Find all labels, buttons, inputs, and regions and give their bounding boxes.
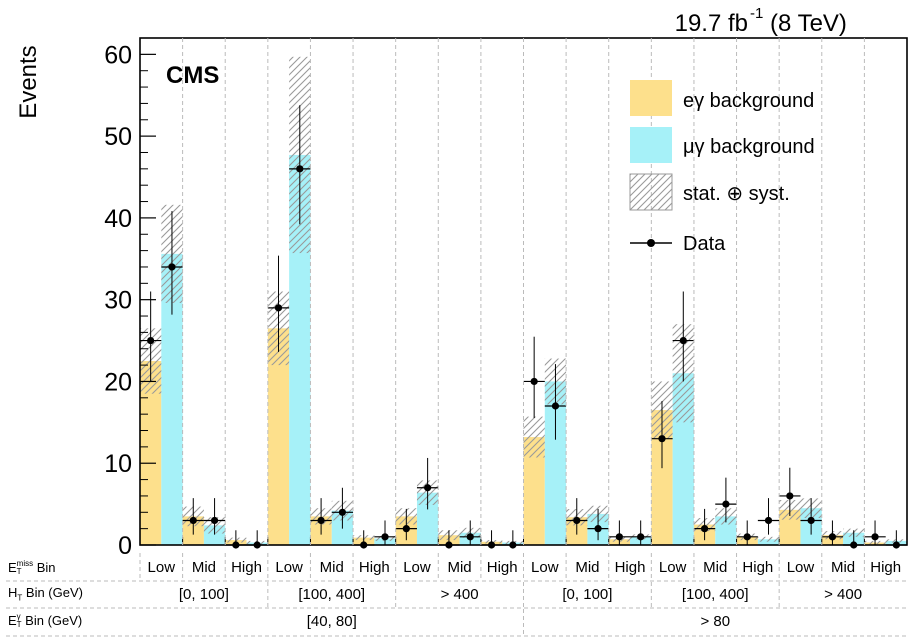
lumi-exponent: -1 bbox=[750, 5, 763, 22]
ht-bin-label: > 400 bbox=[441, 586, 479, 603]
y-tick-label: 40 bbox=[104, 205, 132, 233]
data-point-mugamma bbox=[764, 516, 773, 525]
legend-data-marker bbox=[647, 239, 655, 247]
data-point-egamma bbox=[274, 304, 283, 312]
etg-bin-label: [40, 80] bbox=[307, 613, 357, 630]
met-bin-label: High bbox=[487, 559, 518, 576]
met-bin-label: Mid bbox=[192, 559, 216, 576]
legend-swatch-mugamma bbox=[630, 127, 672, 163]
bar-egamma bbox=[651, 410, 673, 545]
met-bin-label: Low bbox=[403, 559, 431, 576]
category-labels-layer: Low Mid High Low Mid High Low Mid High Low Mid High… bbox=[148, 559, 902, 630]
data-point-egamma bbox=[786, 492, 794, 500]
met-bin-label: Mid bbox=[320, 559, 344, 576]
data-point-mugamma bbox=[338, 508, 347, 516]
ht-bin-label: [100, 400] bbox=[298, 586, 365, 603]
row-label-ht: HT Bin (GeV) bbox=[8, 585, 83, 603]
legend-label-mugamma: μγ background bbox=[683, 136, 815, 158]
unc-egamma bbox=[523, 416, 545, 458]
bar-mugamma bbox=[544, 381, 567, 545]
y-tick-label: 0 bbox=[118, 532, 132, 560]
data-point-egamma bbox=[828, 533, 837, 541]
met-bin-label: Low bbox=[531, 559, 559, 576]
y-tick-label: 50 bbox=[104, 123, 132, 151]
data-point-mugamma bbox=[381, 533, 389, 541]
ht-bin-label: > 400 bbox=[824, 586, 862, 603]
legend: eγ background μγ background stat. ⊕ syst… bbox=[629, 80, 815, 255]
data-point-egamma bbox=[317, 516, 325, 525]
met-bin-label: Low bbox=[148, 559, 176, 576]
legend-label-data: Data bbox=[683, 233, 726, 255]
data-point-mugamma bbox=[679, 336, 687, 345]
met-bin-label: High bbox=[870, 559, 901, 576]
data-point-mugamma bbox=[637, 533, 645, 541]
met-bin-label: Low bbox=[275, 559, 303, 576]
data-point-egamma bbox=[871, 533, 879, 541]
data-point-egamma bbox=[402, 525, 410, 533]
data-point-egamma bbox=[700, 525, 709, 533]
data-point-mugamma bbox=[722, 500, 730, 508]
data-point-egamma bbox=[189, 516, 197, 525]
category-separators bbox=[6, 38, 907, 637]
met-bin-label: Mid bbox=[703, 559, 727, 576]
data-point-mugamma bbox=[296, 165, 304, 173]
unc-mugamma bbox=[757, 536, 780, 542]
y-tick-label: 30 bbox=[104, 287, 132, 315]
legend-swatch-unc bbox=[629, 173, 673, 211]
data-point-mugamma bbox=[594, 525, 602, 533]
met-bin-label: Low bbox=[787, 559, 815, 576]
data-point-egamma bbox=[147, 336, 155, 345]
y-tick-label: 20 bbox=[104, 368, 132, 396]
met-bin-label: High bbox=[359, 559, 390, 576]
met-bin-label: Low bbox=[659, 559, 687, 576]
data-point-mugamma bbox=[466, 533, 474, 541]
bar-egamma bbox=[523, 437, 545, 545]
ht-bin-label: [0, 100] bbox=[179, 586, 229, 603]
lumi-label: 19.7 fb bbox=[675, 10, 748, 37]
cms-label: CMS bbox=[166, 62, 219, 89]
legend-label-egamma: eγ background bbox=[683, 90, 814, 112]
met-bin-label: Mid bbox=[575, 559, 599, 576]
y-axis-label: Events bbox=[15, 45, 42, 118]
legend-label-unc: stat. ⊕ syst. bbox=[683, 183, 790, 205]
data-point-mugamma bbox=[168, 263, 176, 271]
axis-ticks-layer: 0 10 20 30 40 50 60 bbox=[104, 41, 908, 560]
met-bin-label: High bbox=[615, 559, 646, 576]
y-tick-label: 10 bbox=[104, 450, 132, 478]
met-bin-label: High bbox=[231, 559, 262, 576]
ht-bin-label: [100, 400] bbox=[682, 586, 749, 603]
bar-mugamma bbox=[416, 492, 439, 545]
data-point-mugamma bbox=[424, 484, 432, 492]
energy-label: (8 TeV) bbox=[770, 10, 847, 37]
bar-mugamma bbox=[161, 253, 183, 546]
data-point-egamma bbox=[573, 516, 581, 525]
data-point-egamma bbox=[743, 533, 751, 541]
data-point-egamma bbox=[658, 435, 666, 443]
ht-bin-label: [0, 100] bbox=[562, 586, 612, 603]
met-bin-label: High bbox=[742, 559, 773, 576]
bar-mugamma bbox=[757, 539, 780, 545]
met-bin-label: Mid bbox=[447, 559, 471, 576]
met-bin-label: Mid bbox=[831, 559, 855, 576]
data-point-mugamma bbox=[807, 516, 815, 525]
bar-egamma bbox=[140, 361, 162, 545]
data-point-mugamma bbox=[551, 402, 560, 410]
data-point-egamma bbox=[530, 377, 538, 386]
y-tick-label: 60 bbox=[104, 41, 132, 69]
bar-egamma bbox=[267, 328, 290, 545]
legend-swatch-egamma bbox=[630, 80, 672, 116]
etg-bin-label: > 80 bbox=[700, 613, 730, 630]
data-point-egamma bbox=[615, 533, 623, 541]
data-point-mugamma bbox=[210, 516, 219, 525]
